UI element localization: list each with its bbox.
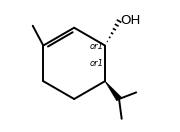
- Text: or1: or1: [90, 59, 104, 68]
- Text: or1: or1: [90, 42, 104, 51]
- Text: OH: OH: [120, 14, 141, 27]
- Polygon shape: [105, 81, 121, 101]
